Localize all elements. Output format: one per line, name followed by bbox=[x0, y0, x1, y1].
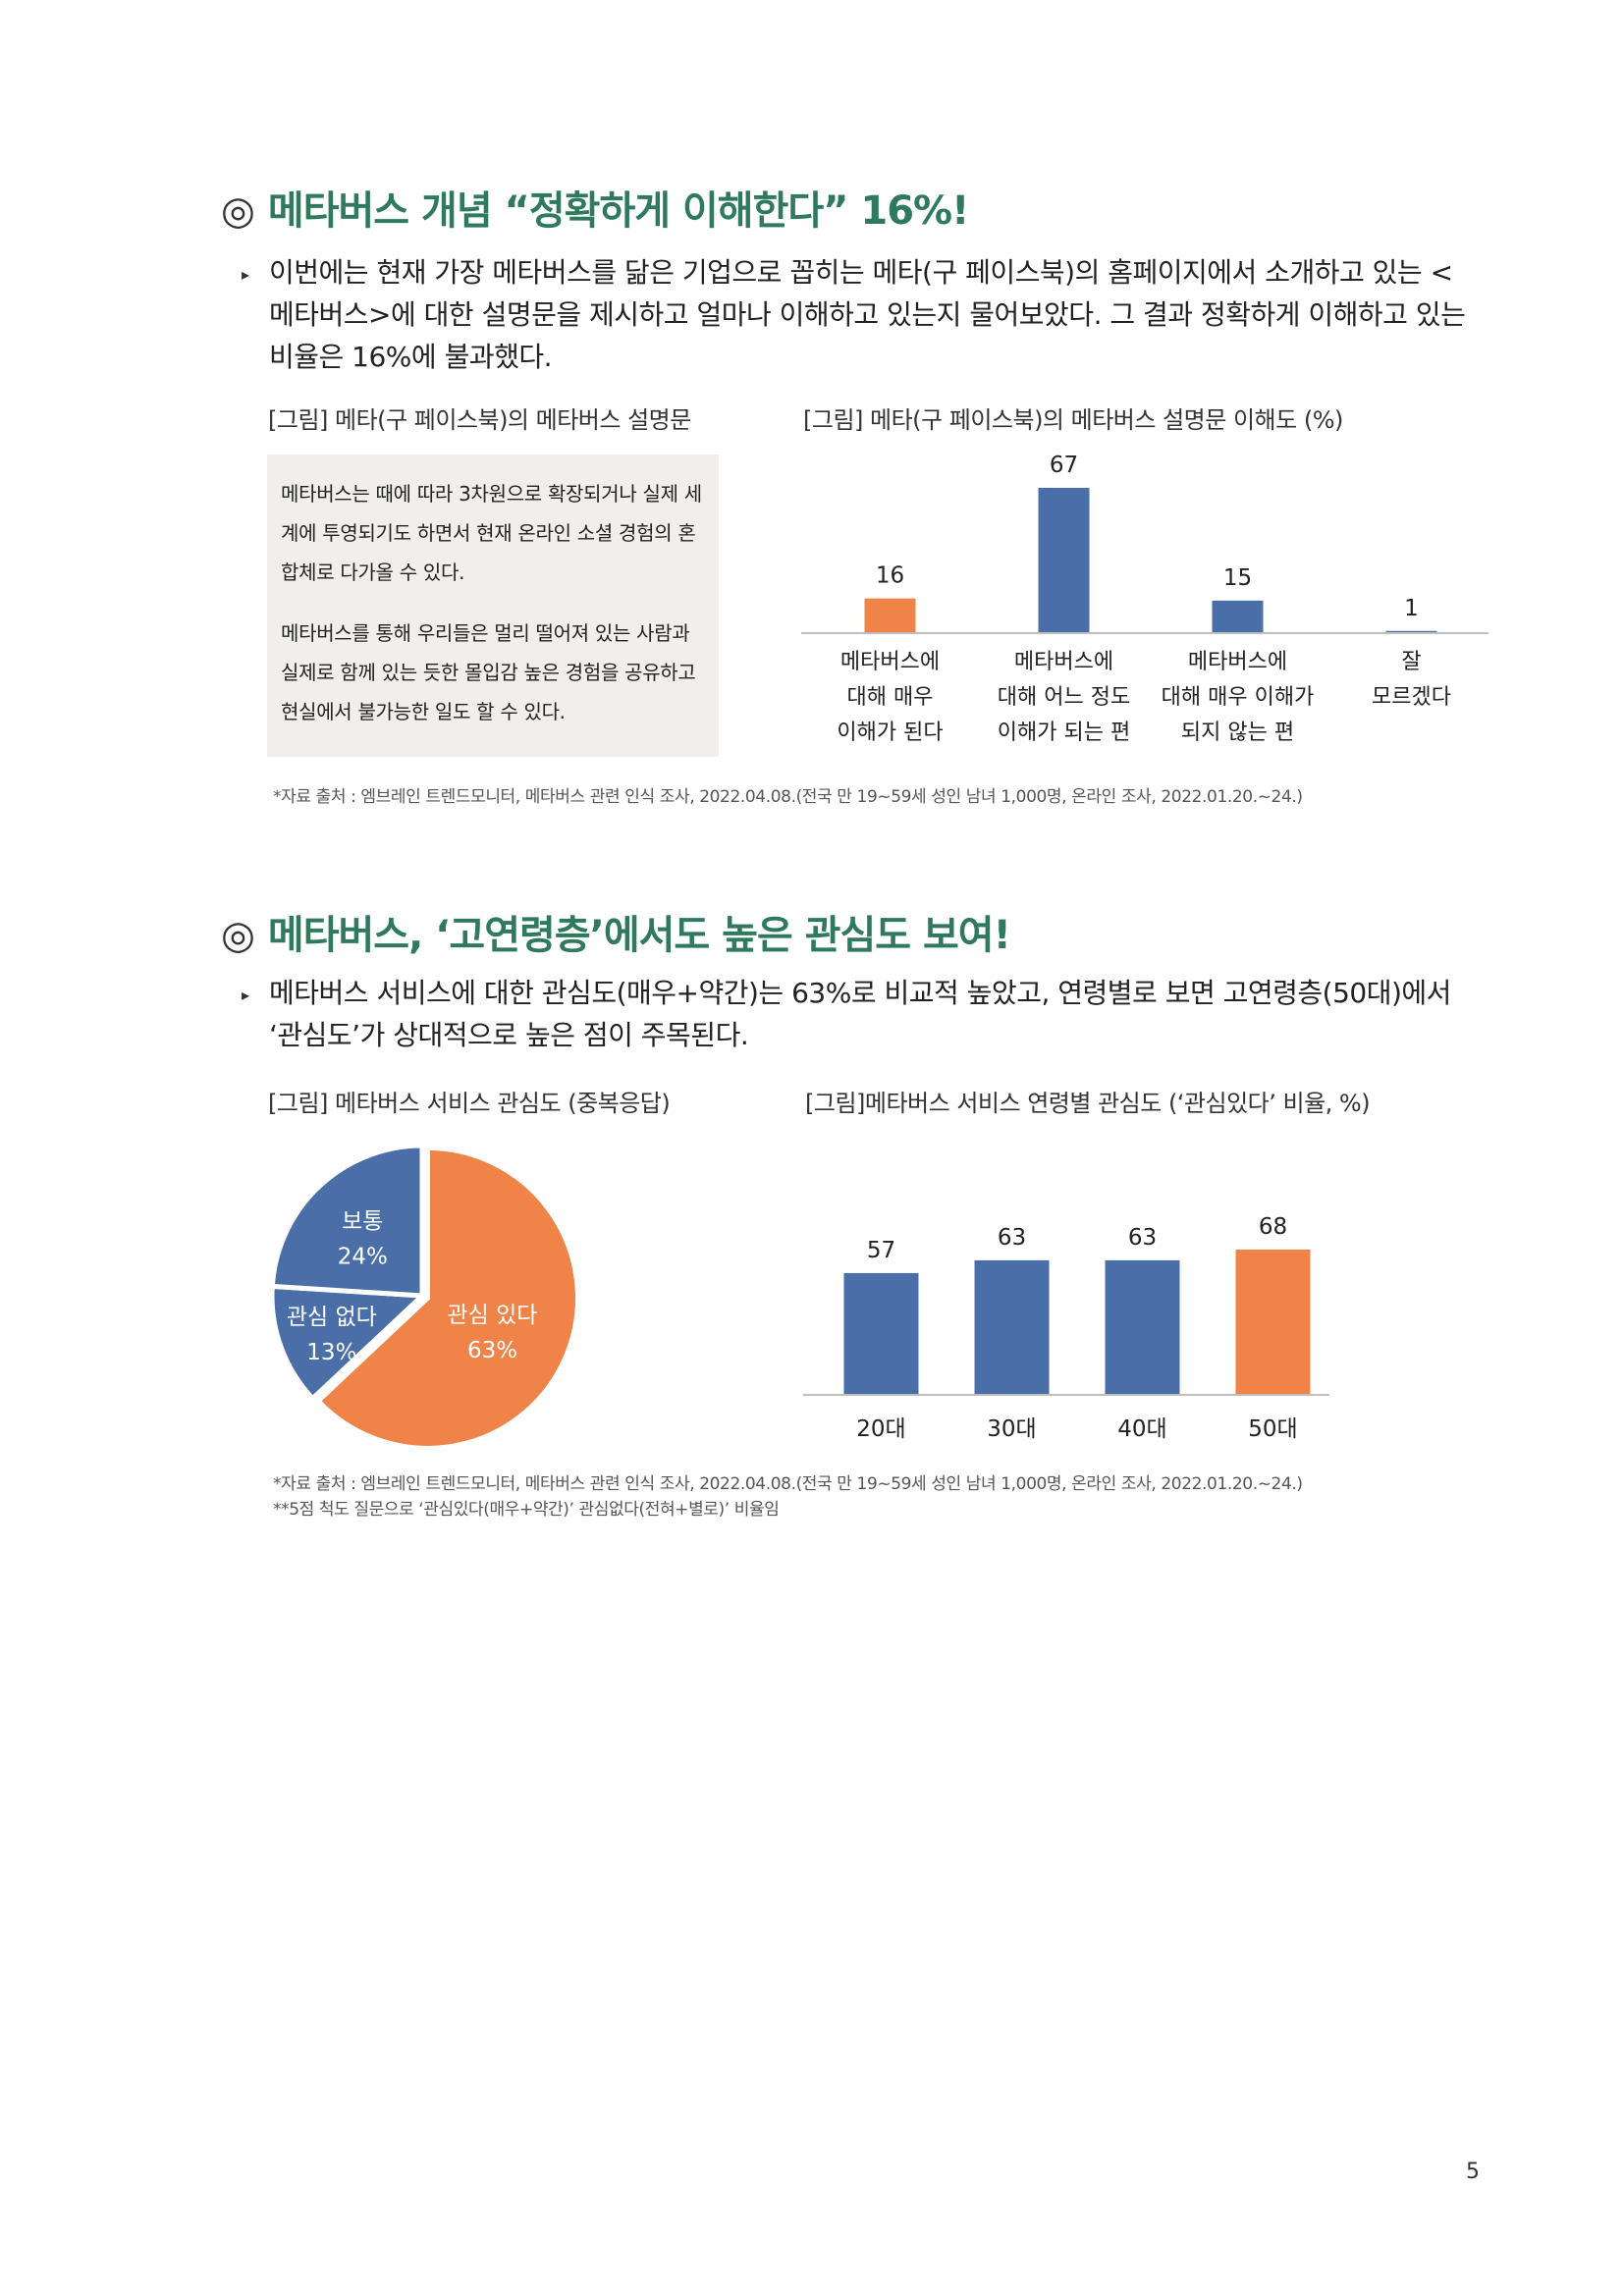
pie-slice-value: 24% bbox=[338, 1244, 388, 1269]
comprehension-category-label: 되지 않는 편 bbox=[1181, 721, 1294, 745]
comprehension-category-label: 메타버스에 bbox=[1188, 650, 1287, 674]
figure-caption-comprehension: [그림] 메타(구 페이스북)의 메타버스 설명문 이해도 (%) bbox=[803, 406, 1343, 434]
page-number: 5 bbox=[1466, 2160, 1480, 2184]
footnote-scale: **5점 척도 질문으로 ‘관심있다(매우+약간)’ 관심없다(전혀+별로)’ … bbox=[273, 1500, 780, 1520]
meta-description-box: 메타버스는 때에 따라 3차원으로 확장되거나 실제 세계에 투영되기도 하면서… bbox=[267, 454, 719, 757]
pie-slice-value: 13% bbox=[306, 1340, 356, 1365]
age-bar bbox=[974, 1259, 1050, 1395]
description-paragraph-1: 메타버스는 때에 따라 3차원으로 확장되거나 실제 세계에 투영되기도 하면서… bbox=[281, 482, 702, 584]
comprehension-bar bbox=[864, 598, 916, 633]
comprehension-bar bbox=[1385, 630, 1437, 633]
comprehension-category-label: 대해 어느 정도 bbox=[998, 685, 1130, 710]
comprehension-category-label: 메타버스에 bbox=[1014, 650, 1113, 674]
comprehension-category-label: 모르겠다 bbox=[1372, 685, 1451, 710]
age-category-label: 30대 bbox=[987, 1416, 1036, 1442]
comprehension-category-label: 메타버스에 bbox=[840, 650, 940, 674]
double-circle-icon: ◎ bbox=[221, 913, 255, 958]
source-note-2: *자료 출처 : 엠브레인 트렌드모니터, 메타버스 관련 인식 조사, 202… bbox=[273, 1474, 1303, 1494]
age-value-label: 63 bbox=[998, 1225, 1026, 1251]
pie-slice-label: 보통 bbox=[342, 1208, 383, 1234]
age-category-label: 20대 bbox=[856, 1416, 905, 1442]
age-bar bbox=[1105, 1259, 1180, 1395]
comprehension-bar bbox=[1212, 600, 1264, 633]
comprehension-value-label: 1 bbox=[1404, 596, 1419, 621]
pie-slice-label: 관심 있다 bbox=[448, 1303, 538, 1328]
pie-slice-label: 관심 없다 bbox=[287, 1305, 377, 1330]
section2-title: 메타버스, ‘고연령층’에서도 높은 관심도 보여! bbox=[267, 913, 1011, 958]
age-value-label: 68 bbox=[1259, 1214, 1287, 1240]
comprehension-category-label: 이해가 된다 bbox=[837, 721, 943, 745]
age-value-label: 63 bbox=[1128, 1225, 1157, 1251]
interest-pie-chart: 관심 있다 63% 관심 없다 13% 보통 24% bbox=[269, 1143, 580, 1451]
section2-body: 메타버스 서비스에 대한 관심도(매우+약간)는 63%로 비교적 높았고, 연… bbox=[269, 977, 1451, 1051]
age-value-label: 57 bbox=[867, 1238, 895, 1263]
figure-caption-interest-by-age: [그림]메타버스 서비스 연령별 관심도 (‘관심있다’ 비율, %) bbox=[805, 1090, 1371, 1117]
section1-heading: ◎ 메타버스 개념 “정확하게 이해한다” 16%! bbox=[221, 179, 969, 236]
comprehension-category-label: 대해 매우 bbox=[847, 685, 934, 710]
comprehension-category-label: 잘 bbox=[1401, 650, 1421, 674]
section2-heading: ◎ 메타버스, ‘고연령층’에서도 높은 관심도 보여! bbox=[221, 903, 1011, 960]
pie-slice bbox=[269, 1283, 428, 1403]
source-note-1: *자료 출처 : 엠브레인 트렌드모니터, 메타버스 관련 인식 조사, 202… bbox=[273, 787, 1303, 807]
age-category-label: 50대 bbox=[1248, 1416, 1297, 1442]
interest-by-age-bar-chart: 57 20대 63 30대 63 40대 68 50대 bbox=[803, 1214, 1329, 1442]
comprehension-value-label: 67 bbox=[1050, 453, 1078, 478]
section1-body: 이번에는 현재 가장 메타버스를 닮은 기업으로 꼽히는 메타(구 페이스북)의… bbox=[269, 256, 1466, 373]
pie-slice bbox=[269, 1143, 425, 1299]
comprehension-value-label: 15 bbox=[1223, 565, 1252, 591]
pie-slice bbox=[314, 1145, 580, 1451]
comprehension-category-label: 이해가 되는 편 bbox=[998, 721, 1130, 745]
pie-slice-value: 63% bbox=[467, 1338, 517, 1363]
comprehension-category-label: 대해 매우 이해가 bbox=[1162, 685, 1315, 710]
comprehension-bar bbox=[1038, 488, 1090, 633]
comprehension-value-label: 16 bbox=[876, 563, 904, 589]
double-circle-icon: ◎ bbox=[221, 188, 255, 234]
figure-caption-description: [그림] 메타(구 페이스북)의 메타버스 설명문 bbox=[268, 406, 691, 434]
age-bar bbox=[1235, 1250, 1311, 1395]
age-bar bbox=[843, 1272, 919, 1395]
description-paragraph-2: 메타버스를 통해 우리들은 멀리 떨어져 있는 사람과 실제로 함께 있는 듯한… bbox=[281, 621, 696, 723]
section1-title: 메타버스 개념 “정확하게 이해한다” 16%! bbox=[267, 188, 969, 234]
figure-caption-interest: [그림] 메타버스 서비스 관심도 (중복응답) bbox=[268, 1090, 671, 1117]
age-category-label: 40대 bbox=[1117, 1416, 1166, 1442]
